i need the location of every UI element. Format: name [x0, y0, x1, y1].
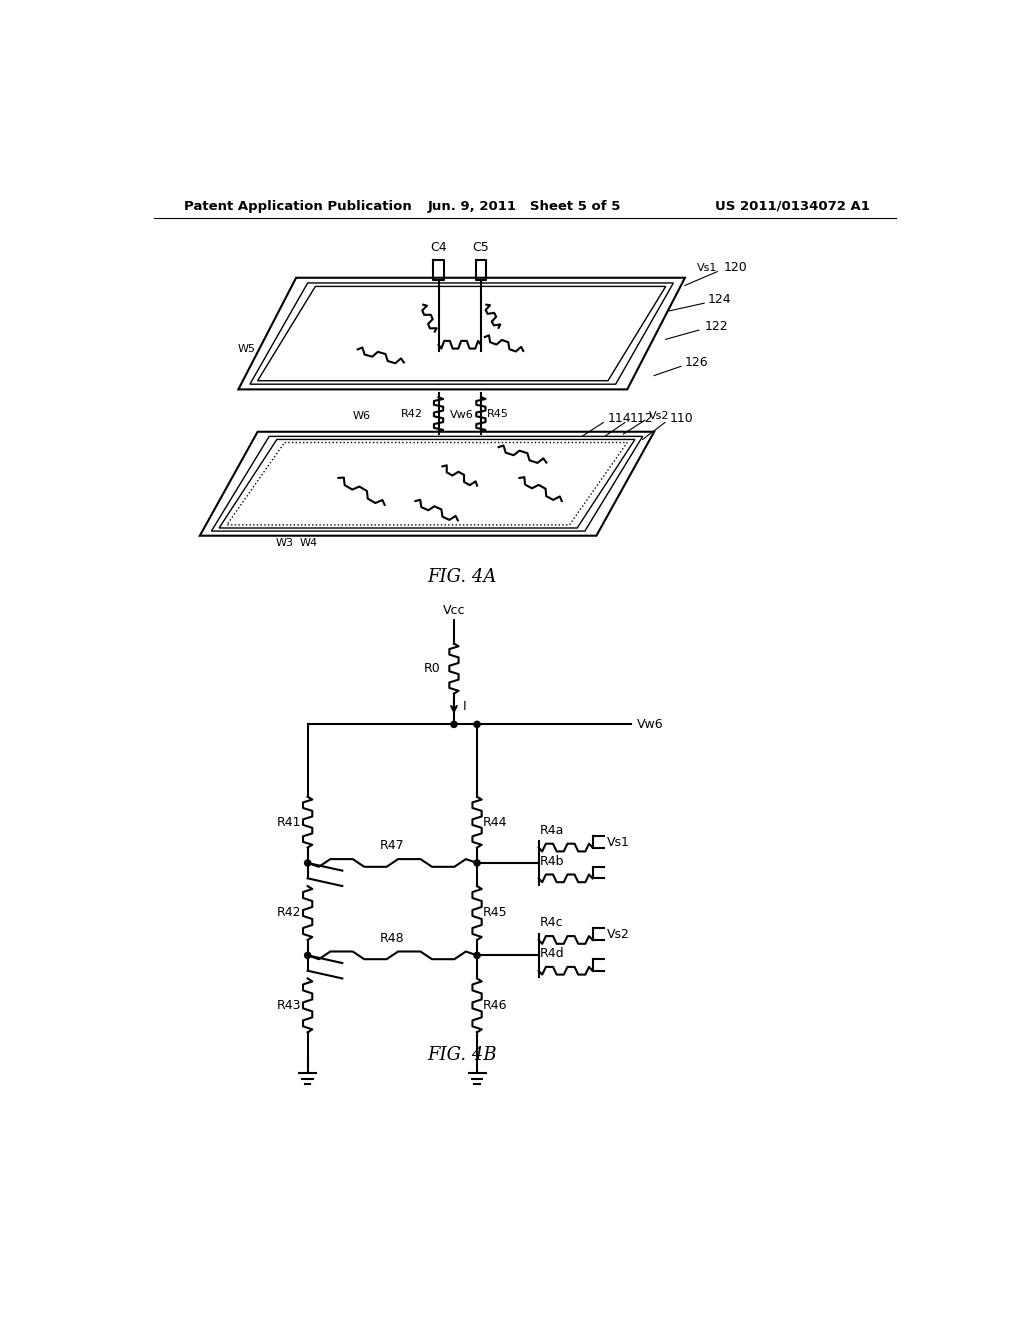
Text: R46: R46 [390, 504, 412, 513]
Text: R4c: R4c [566, 483, 588, 492]
Text: R44: R44 [483, 816, 508, 829]
Circle shape [304, 859, 310, 866]
Text: Vs2: Vs2 [649, 412, 670, 421]
Text: Jun. 9, 2011   Sheet 5 of 5: Jun. 9, 2011 Sheet 5 of 5 [428, 199, 622, 213]
Circle shape [304, 952, 310, 958]
Text: R43: R43 [278, 999, 301, 1012]
Polygon shape [211, 437, 643, 531]
Text: W3: W3 [275, 539, 293, 548]
Text: US 2011/0134072 A1: US 2011/0134072 A1 [715, 199, 869, 213]
Text: R41: R41 [278, 816, 301, 829]
Text: R4a: R4a [541, 824, 564, 837]
Text: W2: W2 [270, 477, 289, 487]
Polygon shape [258, 286, 666, 380]
Polygon shape [239, 277, 685, 389]
Text: W1: W1 [280, 462, 298, 471]
Text: R0: R0 [423, 661, 440, 675]
Circle shape [474, 952, 480, 958]
Text: I: I [463, 700, 467, 713]
Text: R4a: R4a [506, 302, 528, 312]
Text: R46: R46 [483, 999, 508, 1012]
Text: R48: R48 [380, 932, 404, 945]
Text: Vs1: Vs1 [696, 263, 717, 273]
Polygon shape [219, 440, 635, 528]
Text: Vw6: Vw6 [451, 409, 474, 420]
Text: C4: C4 [430, 240, 446, 253]
Text: R42: R42 [278, 907, 301, 920]
Polygon shape [200, 432, 654, 536]
Text: R43: R43 [306, 484, 328, 495]
Text: W6: W6 [353, 411, 371, 421]
Text: 126: 126 [685, 356, 709, 370]
Text: R45: R45 [483, 907, 508, 920]
Text: 112: 112 [630, 412, 653, 425]
Text: 110: 110 [670, 412, 693, 425]
Text: FIG. 4B: FIG. 4B [427, 1047, 497, 1064]
Circle shape [474, 721, 480, 727]
Text: R44: R44 [461, 329, 482, 339]
Text: W4: W4 [300, 539, 318, 548]
Text: R45: R45 [487, 409, 509, 418]
Text: Vw6: Vw6 [637, 718, 664, 731]
Text: R41: R41 [327, 345, 348, 354]
Text: R47: R47 [414, 334, 435, 343]
Text: C5: C5 [472, 240, 489, 253]
Text: W5: W5 [238, 345, 256, 354]
Text: 122: 122 [705, 319, 728, 333]
Text: 114: 114 [608, 412, 632, 425]
Text: R4d: R4d [541, 946, 565, 960]
Text: R4b: R4b [541, 854, 564, 867]
Text: Vs2: Vs2 [606, 928, 630, 941]
Text: FIG. 4A: FIG. 4A [427, 568, 497, 586]
Text: 124: 124 [708, 293, 732, 306]
Text: R4c: R4c [541, 916, 564, 929]
Text: R4d: R4d [508, 440, 529, 449]
Text: R4b: R4b [390, 304, 413, 314]
Text: 120: 120 [724, 261, 748, 275]
Circle shape [474, 859, 480, 866]
Text: Vcc: Vcc [442, 603, 465, 616]
Circle shape [451, 721, 457, 727]
Text: Patent Application Publication: Patent Application Publication [184, 199, 413, 213]
Text: R47: R47 [380, 840, 404, 853]
Polygon shape [250, 282, 674, 384]
Text: R42: R42 [401, 409, 423, 418]
Text: Vs1: Vs1 [606, 836, 630, 849]
Text: R48: R48 [417, 462, 438, 471]
